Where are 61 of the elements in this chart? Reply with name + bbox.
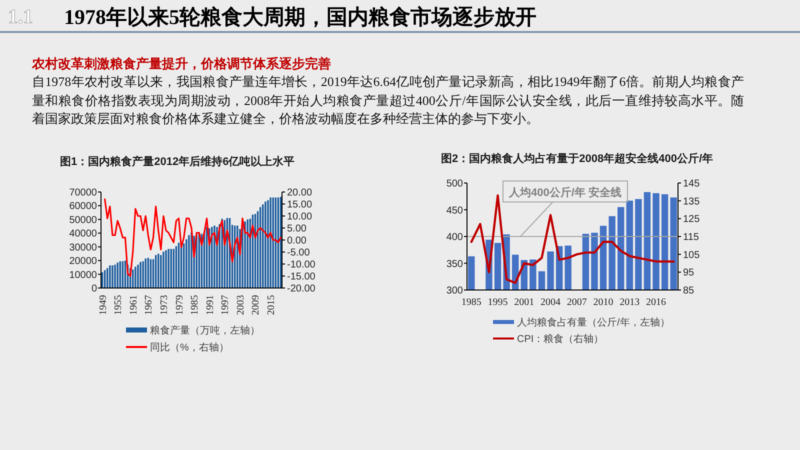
- text: 1.1: [8, 5, 33, 30]
- x-tick-label: 2009: [250, 295, 262, 315]
- x-tick-label: 2001: [514, 297, 534, 308]
- y2-tick-label: -5.00: [287, 248, 310, 258]
- legend-label: 人均粮食占有量（公斤/年，左轴）: [517, 316, 670, 328]
- legend-label: CPI：粮食（右轴）: [517, 333, 604, 345]
- x-tick-label: 1973: [158, 295, 170, 315]
- y2-tick-label: 115: [683, 232, 700, 243]
- x-tick-label: 1961: [128, 295, 140, 315]
- x-tick-label: 2010: [593, 297, 614, 308]
- ref-line-label: 人均400公斤/年 安全线: [508, 186, 622, 199]
- x-tick-label: 2003: [235, 295, 246, 315]
- legend-label: 同比（%，右轴）: [150, 342, 229, 354]
- chart-title: 图2：国内粮食人均占有量于2008年超安全线400公斤/年: [441, 152, 713, 165]
- y-tick-label: 450: [446, 205, 464, 216]
- x-tick-label: 2016: [646, 297, 666, 308]
- text: 自1978年农村改革以来，我国粮食产量连年增长，2019年达6.64亿吨创产量记录新高，相比1949年翻了6倍。前期人均粮食产量和粮食价格指数表现为周期波动，2008年开始人均粮食产量超过400公斤/年国际公认安全线，此后一直维持较高水平。随着国家政策层面对粮食价格体系建立健全，价格波动幅度在多种经营主体的参与下变小。: [32, 73, 744, 128]
- x-tick-label: 1979: [174, 295, 186, 315]
- x-tick-label: 1995: [488, 297, 508, 308]
- text: 1978年以来5轮粮食大周期，国内粮食市场逐步放开: [64, 4, 536, 30]
- y-tick-label: 500: [446, 178, 464, 190]
- y2-tick-label: 145: [683, 178, 700, 190]
- y-tick-label: 300: [446, 286, 464, 296]
- y-tick-label: 20000: [69, 256, 98, 268]
- y2-tick-label: 95: [683, 268, 695, 279]
- text: 农村改革刺激粮食产量提升，价格调节体系逐步完善: [32, 56, 331, 72]
- y-tick-label: 60000: [69, 201, 98, 212]
- y2-tick-label: 125: [683, 214, 700, 226]
- x-tick-label: 1985: [190, 295, 201, 315]
- x-tick-label: 2007: [566, 297, 587, 308]
- x-tick-label: 1985: [461, 297, 482, 308]
- y2-tick-label: 10.00: [287, 212, 312, 222]
- legend-label: 粮食产量（万吨，左轴）: [150, 324, 260, 336]
- y-tick-label: 50000: [69, 214, 98, 226]
- y2-tick-label: 20.00: [287, 188, 312, 198]
- line-series: [104, 198, 282, 277]
- x-tick-label: 1955: [113, 295, 124, 315]
- y2-tick-label: 15.00: [287, 200, 312, 210]
- y-tick-label: 350: [446, 258, 464, 270]
- y-tick-label: 0: [91, 284, 98, 294]
- x-tick-label: 2015: [266, 295, 278, 315]
- y2-tick-label: -20.00: [287, 284, 316, 294]
- x-tick-label: 1967: [144, 295, 155, 315]
- y2-tick-label: 0.00: [287, 236, 307, 246]
- x-tick-label: 1997: [220, 295, 232, 315]
- y-tick-label: 70000: [69, 188, 98, 198]
- y-tick-label: 400: [446, 232, 464, 243]
- y2-tick-label: 85: [683, 286, 695, 296]
- y2-tick-label: 135: [683, 196, 700, 208]
- y-tick-label: 10000: [69, 270, 98, 281]
- x-tick-label: 1991: [204, 295, 216, 315]
- x-tick-label: 2004: [540, 297, 561, 308]
- chart-title: 图1：国内粮食产量2012年后维持6亿吨以上水平: [60, 155, 295, 168]
- y2-tick-label: -15.00: [287, 272, 316, 282]
- y2-tick-label: 5.00: [287, 224, 307, 234]
- x-tick-label: 2013: [620, 297, 640, 308]
- y2-tick-label: 105: [683, 250, 700, 261]
- y-tick-label: 30000: [69, 242, 98, 254]
- x-tick-label: 1949: [98, 295, 109, 315]
- y-tick-label: 40000: [69, 228, 98, 240]
- y2-tick-label: -10.00: [287, 260, 316, 270]
